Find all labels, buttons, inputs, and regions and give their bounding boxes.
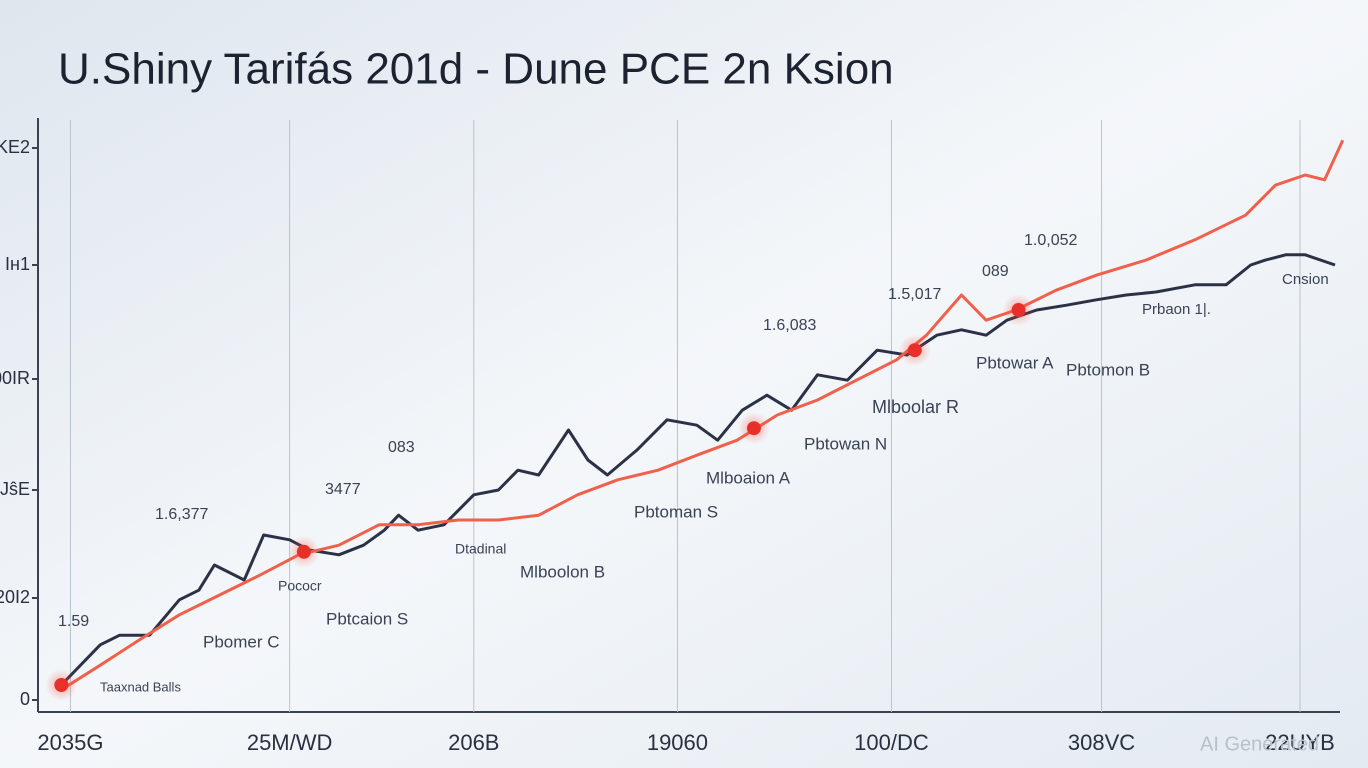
chart-title: U.Shiny Tarifás 201d - Dune PCE 2n Ksion	[58, 45, 894, 94]
annotation: Pbtowan N	[804, 434, 887, 453]
annotation: 1.5,017	[888, 286, 941, 303]
annotation: 3477	[325, 481, 361, 498]
annotation: Pococr	[278, 578, 322, 594]
y-tick-label: Iн1	[5, 254, 30, 274]
marker	[1011, 303, 1026, 317]
series-line	[60, 139, 1345, 692]
x-tick-label: 206B	[448, 730, 499, 755]
annotation: Taaxnad Balls	[100, 679, 181, 694]
annotation: Mlboaion A	[706, 468, 791, 487]
annotation: Pbtoman S	[634, 502, 718, 521]
y-tick-label: 0	[20, 689, 30, 709]
watermark: AI Generated	[1200, 733, 1319, 755]
x-tick-label: 19060	[647, 730, 708, 755]
marker	[746, 421, 761, 436]
annotation: Pbtcaion S	[326, 609, 408, 628]
annotation: 1.0,052	[1024, 232, 1077, 249]
y-tick-label: 20I2	[0, 587, 30, 607]
annotation: 1.6,377	[155, 506, 208, 523]
x-tick-label: 2035G	[37, 730, 103, 755]
annotation: Pbtomon B	[1066, 360, 1150, 379]
annotation: 1.6,083	[763, 317, 816, 334]
annotation: Cnsion	[1282, 271, 1329, 288]
x-tick-label: 22UYB	[1265, 730, 1335, 755]
annotation: 089	[982, 263, 1009, 280]
y-tick-label: 00IR	[0, 368, 30, 388]
y-tick-label: 0KE2	[0, 137, 30, 157]
marker	[54, 678, 69, 692]
x-tick-label: 25M/WD	[247, 730, 333, 755]
series-line	[60, 253, 1336, 687]
marker	[296, 544, 311, 559]
marker	[907, 343, 922, 358]
x-tick-label: 308VC	[1068, 730, 1135, 755]
annotation: Dtadinal	[455, 541, 506, 557]
annotation: Mlboolon B	[520, 562, 605, 581]
y-tick-label: 0JŝE	[0, 479, 30, 499]
annotation: Pbtowar A	[976, 353, 1054, 372]
annotation: Prbaon 1|.	[1142, 301, 1211, 318]
annotation: 1.59	[58, 613, 89, 630]
x-tick-label: 100/DC	[854, 730, 929, 755]
annotation: Mlboolar R	[872, 397, 959, 417]
annotation: 083	[388, 439, 415, 456]
annotation: Pbomer C	[203, 632, 280, 651]
